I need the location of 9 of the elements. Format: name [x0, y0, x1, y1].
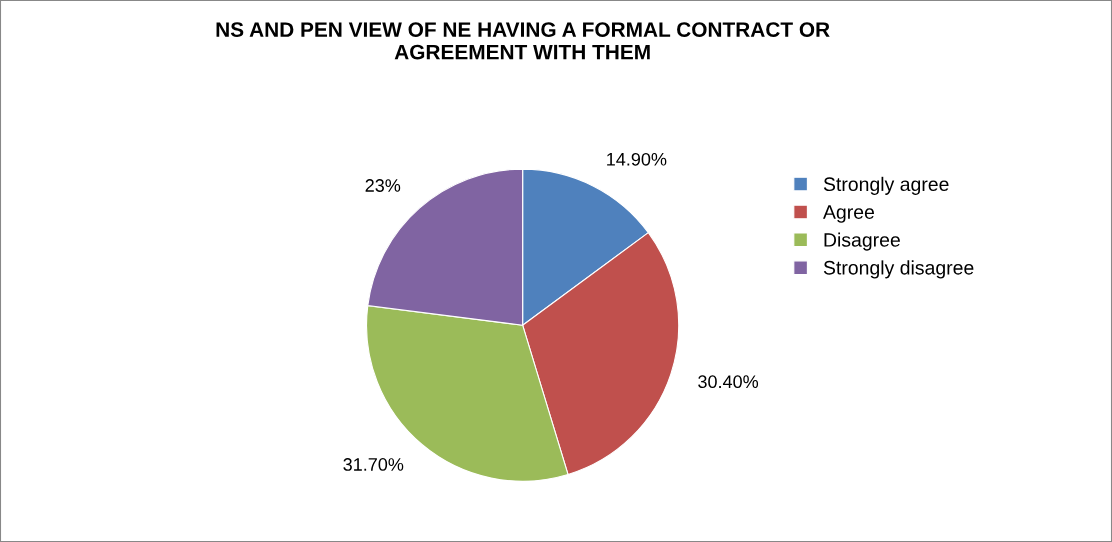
data-label: 31.70%: [343, 458, 404, 471]
data-label: 30.40%: [698, 375, 759, 389]
data-label: 23%: [365, 179, 401, 192]
legend-label: Strongly disagree: [823, 260, 974, 279]
legend-label: Disagree: [824, 232, 900, 251]
data-label: 14.90%: [607, 152, 667, 166]
legend-label: Agree: [823, 205, 874, 223]
chart-title: NS AND PEN VIEW OF NE HAVING A FORMAL CONTRACT OR AGREEMENT WITH THEM: [216, 22, 830, 60]
legend-label: Strongly agree: [823, 176, 949, 195]
